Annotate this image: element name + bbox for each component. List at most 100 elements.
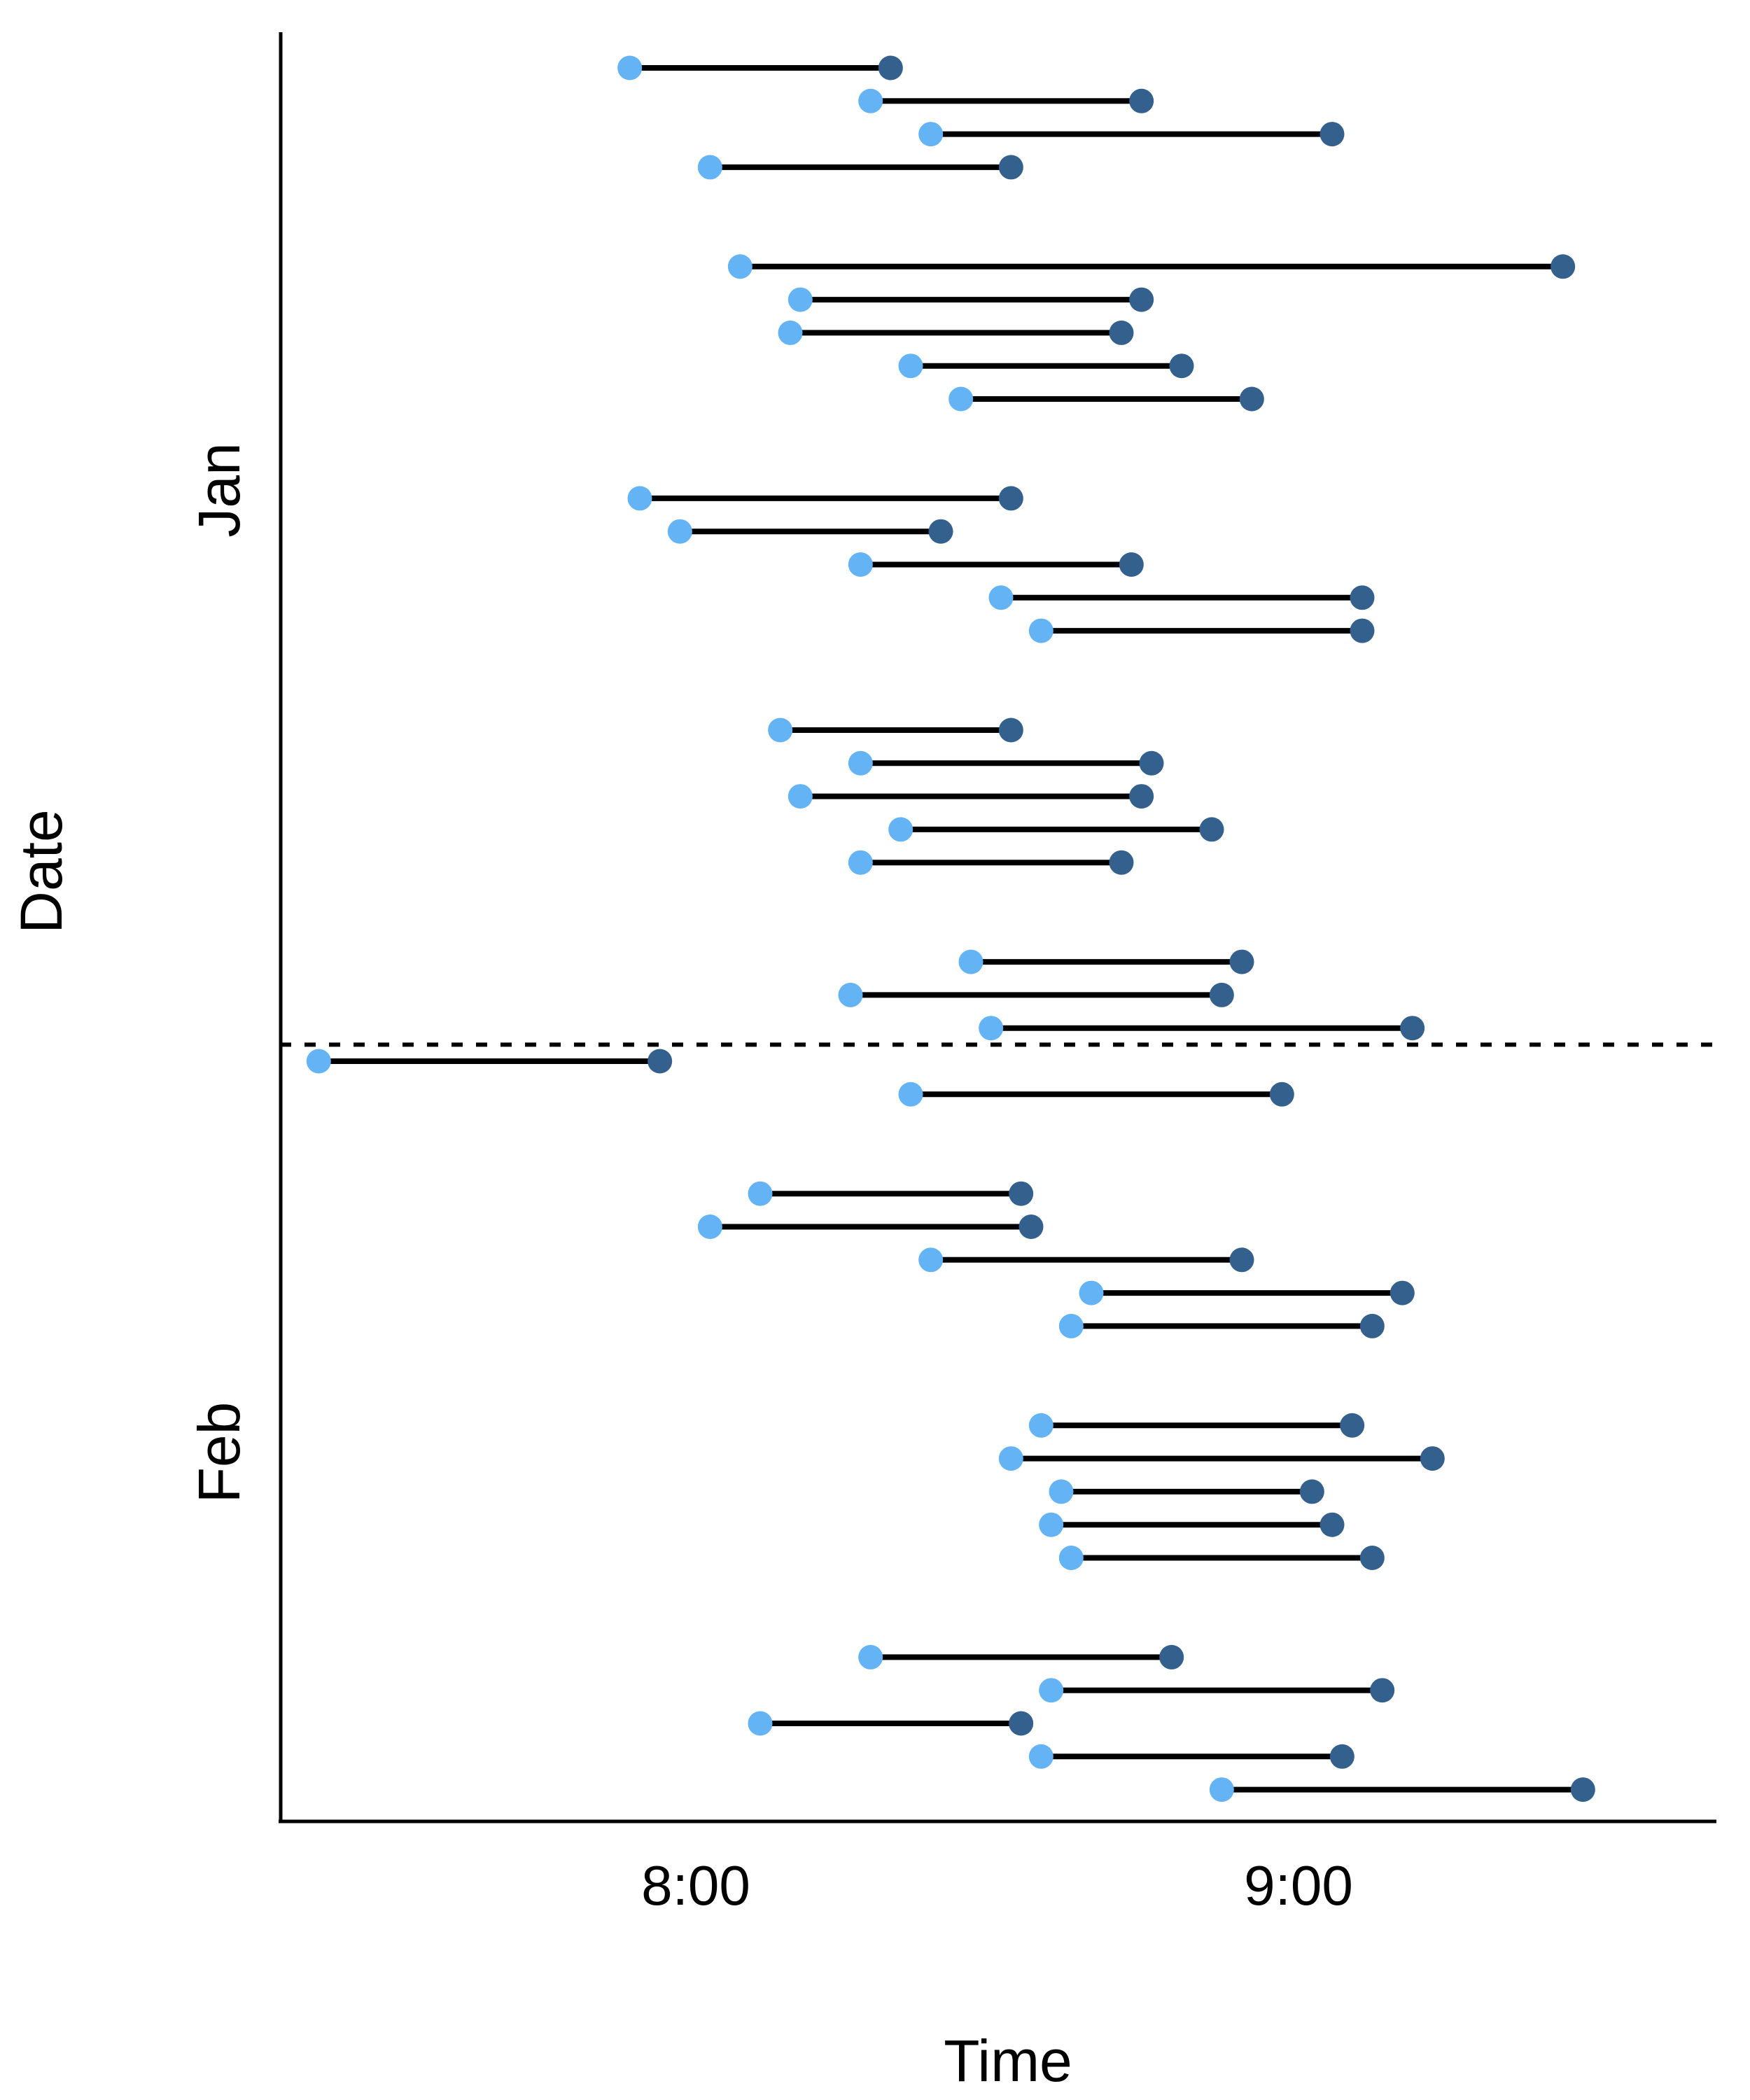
range-row-jan-13: [1028, 618, 1375, 643]
range-row-feb-38: [1209, 1777, 1595, 1802]
range-start-dot: [748, 1711, 773, 1736]
range-end-dot: [1009, 1711, 1034, 1736]
range-row-feb-34: [858, 1644, 1184, 1670]
range-row-jan-2: [918, 122, 1345, 147]
range-end-dot: [878, 55, 903, 80]
range-start-dot: [1079, 1280, 1104, 1306]
range-row-jan-18: [848, 850, 1134, 875]
range-start-dot: [1028, 1413, 1054, 1438]
range-start-dot: [888, 817, 913, 842]
x-tick-label-8: 8:00: [641, 1854, 750, 1917]
range-end-dot: [1570, 1777, 1595, 1802]
range-start-dot: [617, 55, 643, 80]
y-group-label-feb: Feb: [186, 1402, 252, 1504]
range-start-dot: [727, 254, 752, 279]
range-end-dot: [1320, 122, 1345, 147]
range-start-dot: [1028, 618, 1054, 643]
range-end-dot: [1420, 1446, 1445, 1471]
range-start-dot: [1028, 1744, 1054, 1769]
range-start-dot: [838, 982, 863, 1007]
range-start-dot: [958, 949, 983, 974]
range-row-feb-25: [697, 1214, 1044, 1239]
range-row-feb-27: [1079, 1280, 1415, 1306]
range-row-jan-17: [888, 817, 1224, 842]
range-row-feb-30: [998, 1446, 1445, 1471]
range-end-dot: [1009, 1181, 1034, 1206]
range-end-dot: [1159, 1644, 1184, 1670]
range-end-dot: [1129, 784, 1154, 809]
range-row-jan-8: [948, 386, 1264, 412]
range-row-feb-36: [748, 1711, 1034, 1736]
range-row-jan-1: [858, 88, 1154, 113]
range-end-dot: [1299, 1479, 1324, 1504]
range-row-feb-32: [1039, 1512, 1345, 1537]
range-start-dot: [998, 1446, 1023, 1471]
range-row-feb-29: [1028, 1413, 1365, 1438]
range-end-dot: [998, 718, 1023, 743]
range-row-feb-37: [1028, 1744, 1354, 1769]
range-row-feb-33: [1058, 1546, 1385, 1570]
range-row-jan-11: [848, 552, 1144, 577]
range-start-dot: [768, 718, 793, 743]
range-row-feb-24: [748, 1181, 1034, 1206]
range-end-dot: [1119, 552, 1144, 577]
range-row-jan-19: [958, 949, 1254, 974]
range-end-dot: [1239, 386, 1264, 412]
range-end-dot: [1359, 1546, 1385, 1570]
range-row-jan-3: [697, 155, 1023, 180]
range-end-dot: [1018, 1214, 1044, 1239]
range-end-dot: [1109, 850, 1134, 875]
range-end-dot: [998, 155, 1023, 180]
range-row-feb-22: [306, 1049, 673, 1074]
range-end-dot: [1129, 88, 1154, 113]
range-end-dot: [1390, 1280, 1415, 1306]
range-end-dot: [1350, 618, 1375, 643]
range-start-dot: [306, 1049, 331, 1074]
range-start-dot: [858, 1644, 883, 1670]
range-end-dot: [1400, 1016, 1425, 1041]
range-end-dot: [1139, 750, 1164, 776]
range-start-dot: [697, 1214, 722, 1239]
range-start-dot: [667, 519, 692, 544]
range-start-dot: [979, 1016, 1004, 1041]
range-row-jan-16: [788, 784, 1154, 809]
range-row-jan-5: [788, 287, 1154, 312]
range-end-dot: [1109, 320, 1134, 345]
range-row-jan-4: [727, 254, 1576, 279]
range-start-dot: [848, 552, 873, 577]
range-start-dot: [848, 750, 873, 776]
range-end-dot: [998, 486, 1023, 511]
range-end-dot: [1550, 254, 1576, 279]
range-end-dot: [1169, 354, 1194, 379]
range-end-dot: [928, 519, 953, 544]
range-start-dot: [697, 155, 722, 180]
range-start-dot: [788, 287, 813, 312]
range-start-dot: [627, 486, 652, 511]
range-end-dot: [1329, 1744, 1354, 1769]
range-start-dot: [858, 88, 883, 113]
range-end-dot: [648, 1049, 673, 1074]
range-start-dot: [898, 354, 923, 379]
range-start-dot: [1049, 1479, 1074, 1504]
range-start-dot: [1039, 1512, 1064, 1537]
range-end-dot: [1370, 1678, 1395, 1703]
range-row-jan-6: [778, 320, 1134, 345]
range-start-dot: [1209, 1777, 1234, 1802]
range-start-dot: [948, 386, 974, 412]
range-row-jan-21: [979, 1016, 1425, 1041]
range-end-dot: [1229, 949, 1254, 974]
range-start-dot: [988, 585, 1014, 610]
range-end-dot: [1320, 1512, 1345, 1537]
range-row-jan-12: [988, 585, 1375, 610]
range-start-dot: [778, 320, 803, 345]
range-start-dot: [898, 1082, 923, 1107]
y-group-label-jan: Jan: [186, 442, 252, 537]
x-axis-title: Time: [944, 2028, 1072, 2094]
range-end-dot: [1209, 982, 1234, 1007]
range-start-dot: [918, 122, 944, 147]
range-row-feb-23: [898, 1082, 1294, 1107]
range-start-dot: [788, 784, 813, 809]
range-start-dot: [1039, 1678, 1064, 1703]
range-row-jan-9: [627, 486, 1023, 511]
